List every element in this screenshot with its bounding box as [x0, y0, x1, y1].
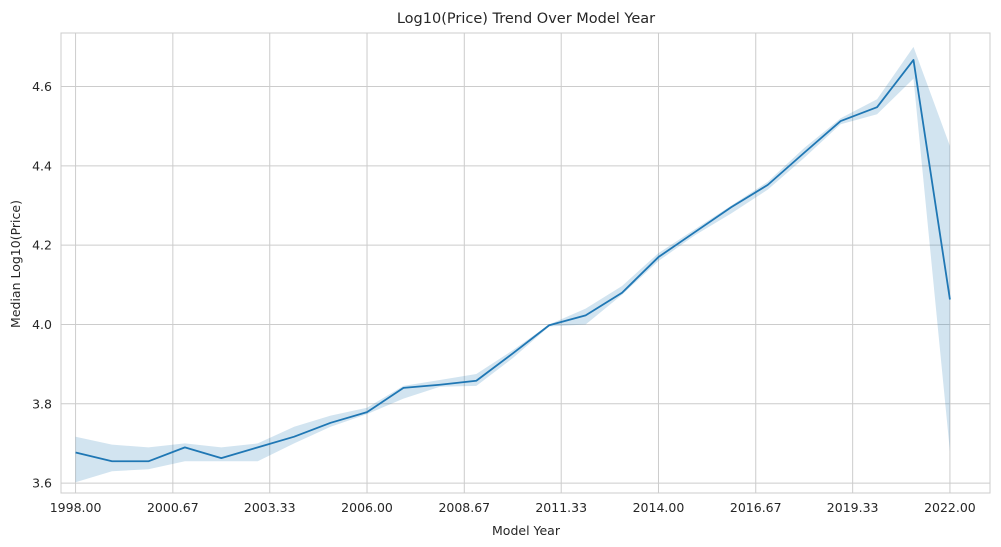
- data-point: [147, 460, 149, 462]
- data-point: [767, 184, 769, 186]
- data-point: [293, 435, 295, 437]
- y-tick-label: 4.2: [32, 238, 52, 253]
- y-axis-ticks: 3.6 3.8 4.0 4.2 4.4 4.6: [32, 79, 52, 491]
- x-tick-label: 2019.33: [827, 500, 879, 515]
- y-tick-label: 4.4: [32, 158, 52, 173]
- y-tick-label: 4.6: [32, 79, 52, 94]
- data-point: [220, 457, 222, 459]
- series-line: [75, 59, 951, 463]
- data-point: [730, 206, 732, 208]
- data-point: [184, 446, 186, 448]
- data-point: [329, 422, 331, 424]
- plot-area-frame: [60, 32, 991, 494]
- data-point: [257, 446, 259, 448]
- data-point: [366, 411, 368, 413]
- x-tick-label: 2022.00: [924, 500, 976, 515]
- x-tick-label: 2000.67: [147, 500, 199, 515]
- x-tick-label: 2014.00: [633, 500, 685, 515]
- data-point: [912, 59, 914, 61]
- data-point: [111, 460, 113, 462]
- x-tick-label: 2016.67: [730, 500, 782, 515]
- x-tick-label: 1998.00: [50, 500, 102, 515]
- x-tick-label: 2008.67: [438, 500, 490, 515]
- x-tick-label: 2003.33: [244, 500, 296, 515]
- y-tick-label: 3.8: [32, 396, 52, 411]
- data-point: [876, 106, 878, 108]
- data-point: [584, 314, 586, 316]
- x-axis-ticks: 1998.00 2000.67 2003.33 2006.00 2008.67 2011.…: [50, 500, 976, 515]
- x-tick-label: 2006.00: [341, 500, 393, 515]
- data-point: [621, 292, 623, 294]
- data-point: [949, 298, 951, 300]
- data-point: [439, 384, 441, 386]
- data-point: [657, 256, 659, 258]
- data-point: [475, 380, 477, 382]
- data-point: [694, 231, 696, 233]
- data-point: [548, 324, 550, 326]
- y-axis-label: Median Log10(Price): [8, 200, 23, 328]
- data-point: [839, 120, 841, 122]
- data-point: [402, 387, 404, 389]
- grid-lines: [61, 33, 990, 493]
- data-point: [512, 352, 514, 354]
- chart-title: Log10(Price) Trend Over Model Year: [397, 11, 655, 27]
- x-tick-label: 2011.33: [535, 500, 587, 515]
- y-tick-label: 3.6: [32, 476, 52, 491]
- data-point: [74, 451, 76, 453]
- y-tick-label: 4.0: [32, 317, 52, 332]
- x-axis-label: Model Year: [492, 523, 561, 538]
- data-point: [803, 152, 805, 154]
